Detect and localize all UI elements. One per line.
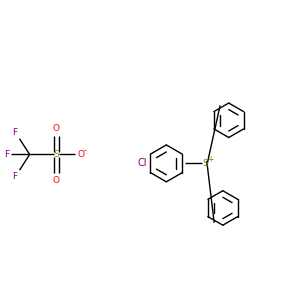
Text: S: S: [53, 150, 59, 159]
Text: F: F: [13, 128, 18, 136]
Text: -: -: [84, 146, 87, 155]
Text: F: F: [4, 150, 9, 159]
Text: S: S: [202, 159, 208, 168]
Text: O: O: [53, 176, 60, 185]
Text: +: +: [207, 155, 214, 164]
Text: O: O: [53, 124, 60, 133]
Text: F: F: [13, 172, 18, 181]
Text: O: O: [77, 150, 84, 159]
Text: Cl: Cl: [137, 158, 147, 168]
